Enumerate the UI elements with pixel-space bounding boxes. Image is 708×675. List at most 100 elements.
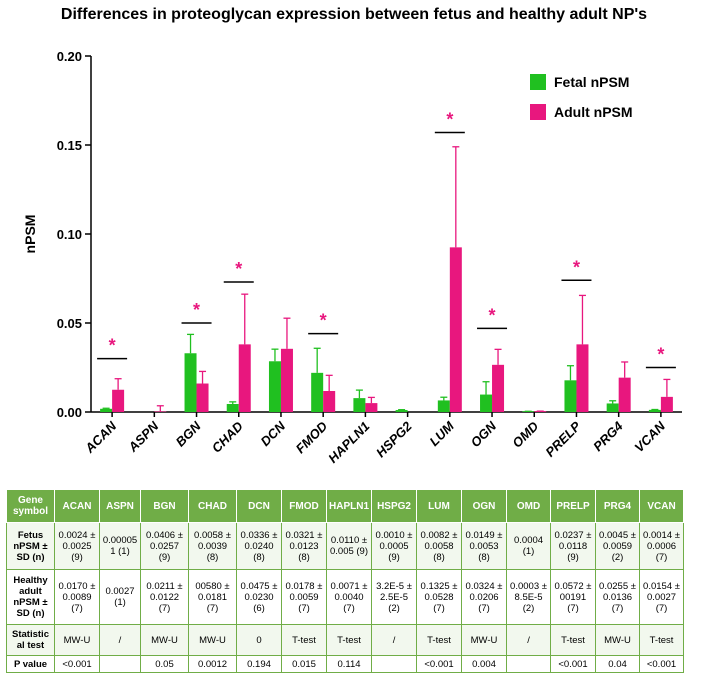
x-tick-label: BGN <box>173 418 204 449</box>
table-cell: 0.114 <box>325 655 373 673</box>
table-cell: / <box>371 624 418 656</box>
bar-adult <box>238 344 251 412</box>
table-cell: 0.194 <box>236 655 282 673</box>
chart-title: Differences in proteoglycan expression b… <box>60 6 648 23</box>
table-row-label: Healthy adult nPSM ± SD (n) <box>6 569 55 625</box>
table-cell: T-test <box>550 624 597 656</box>
bars <box>100 247 673 412</box>
y-tick-label: 0.20 <box>57 49 82 64</box>
significance-star: * <box>573 257 580 277</box>
bar-adult <box>660 396 673 412</box>
bar-fetal <box>311 372 324 412</box>
x-tick-label: ACAN <box>81 418 119 456</box>
table-cell: 0.0003 ± 8.5E-5 (2) <box>506 569 552 625</box>
table-row: P value <0.001 0.05 0.0012 0.194 0.015 0.114 <0… <box>6 655 685 673</box>
table-cell: 0.0406 ± 0.0257 (9) <box>140 522 189 570</box>
table-cell: MW-U <box>188 624 237 656</box>
table-cell: 0.0178 ± 0.0059 (7) <box>281 569 327 625</box>
y-ticks: 0.00 0.05 0.10 0.15 0.20 <box>57 49 91 420</box>
table-row: Statistic al test MW-U / MW-U MW-U 0 T-test T-t… <box>6 624 685 656</box>
bar-adult <box>492 364 505 412</box>
x-tick-label: HSPG2 <box>373 418 415 460</box>
legend-label: Fetal nPSM <box>554 74 629 90</box>
table-column-header: HSPG2 <box>371 489 418 523</box>
table-cell: 0.0012 <box>188 655 237 673</box>
table-cell: 0.0572 ± 00191 (7) <box>550 569 597 625</box>
x-tick-label: OGN <box>468 418 500 450</box>
table-cell <box>371 655 418 673</box>
table-cell: MW-U <box>140 624 189 656</box>
table-cell: 0.0336 ± 0.0240 (8) <box>236 522 282 570</box>
bar-fetal <box>184 353 197 412</box>
table-column-header: BGN <box>140 489 189 523</box>
table-cell: 0.0211 ± 0.0122 (7) <box>140 569 189 625</box>
x-tick-label: PRELP <box>542 418 583 459</box>
significance-star: * <box>320 311 327 331</box>
x-tick-label: ASPN <box>125 418 162 455</box>
bar-adult <box>449 247 462 412</box>
y-tick-label: 0.10 <box>57 227 82 242</box>
table-cell: 0.0058 ± 0.0039 (8) <box>188 522 237 570</box>
table-column-header: LUM <box>416 489 463 523</box>
table-cell: 0.0071 ± 0.0040 (7) <box>325 569 373 625</box>
table-cell: / <box>506 624 552 656</box>
bar-adult <box>576 344 589 412</box>
significance-markers: * * * * * * * * <box>97 110 676 369</box>
bar-fetal <box>268 361 281 412</box>
table-cell: 0.1325 ± 0.0528 (7) <box>416 569 463 625</box>
data-table: Gene symbol ACAN ASPN BGN CHAD DCN FMOD HAPLN1… <box>6 489 685 673</box>
table-cell <box>99 655 141 673</box>
table-header-gene-symbol: Gene symbol <box>6 489 55 523</box>
x-tick-label: VCAN <box>631 418 668 455</box>
bar-fetal <box>480 394 493 412</box>
x-tick-label: DCN <box>258 418 289 449</box>
bar-fetal <box>226 403 239 412</box>
bar-fetal <box>564 380 577 412</box>
table-row: Fetus nPSM ± SD (n) 0.0024 ± 0.0025 (9) 0.… <box>6 522 685 570</box>
table-cell: 0.0154 ± 0.0027 (7) <box>639 569 685 625</box>
bar-fetal <box>606 403 619 412</box>
table-cell: <0.001 <box>550 655 597 673</box>
table-cell: <0.001 <box>54 655 100 673</box>
table-column-header: OGN <box>461 489 508 523</box>
table-column-header: PRG4 <box>595 489 641 523</box>
bar-fetal <box>437 400 450 412</box>
table-column-header: HAPLN1 <box>325 489 373 523</box>
table-cell: 0.0110 ± 0.005 (9) <box>325 522 373 570</box>
significance-star: * <box>193 300 200 320</box>
y-tick-label: 0.00 <box>57 405 82 420</box>
table-cell: 0.05 <box>140 655 189 673</box>
legend-swatch <box>530 74 546 90</box>
table-column-header: ASPN <box>99 489 141 523</box>
table-column-header: VCAN <box>639 489 685 523</box>
table-row-label: Statistic al test <box>6 624 55 656</box>
table-cell: MW-U <box>54 624 100 656</box>
table-cell: 0.0170 ± 0.0089 (7) <box>54 569 100 625</box>
table-cell: 00580 ± 0.0181 (7) <box>188 569 237 625</box>
table-row-label: P value <box>6 655 55 673</box>
legend-swatch <box>530 104 546 120</box>
table-row-label: Fetus nPSM ± SD (n) <box>6 522 55 570</box>
x-tick-label: OMD <box>509 418 541 450</box>
bar-fetal <box>100 408 113 412</box>
y-tick-label: 0.15 <box>57 138 82 153</box>
table-cell: 0.0255 ± 0.0136 (7) <box>595 569 641 625</box>
table-cell: 0.0004 (1) <box>506 522 552 570</box>
y-axis-label: nPSM <box>22 215 38 254</box>
x-tick-label: HAPLN1 <box>325 419 372 466</box>
bar-chart: nPSM 0.00 0.05 0.10 0.15 0.20 ACAN ASPN BGN CHA… <box>22 49 682 466</box>
table-cell: 0.00005 1 (1) <box>99 522 141 570</box>
table-column-header: CHAD <box>188 489 237 523</box>
bar-adult <box>323 390 336 412</box>
x-tick-label: CHAD <box>209 418 247 456</box>
table-cell: 0.0024 ± 0.0025 (9) <box>54 522 100 570</box>
significance-star: * <box>235 259 242 279</box>
table-cell: 0.0475 ± 0.0230 (6) <box>236 569 282 625</box>
table-cell: 0.0149 ± 0.0053 (8) <box>461 522 508 570</box>
table-cell: <0.001 <box>639 655 685 673</box>
table-cell: 0.0082 ± 0.0058 (8) <box>416 522 463 570</box>
bar-adult <box>112 389 125 412</box>
table-cell: 0.0237 ± 0.0118 (9) <box>550 522 597 570</box>
table-header-row: Gene symbol ACAN ASPN BGN CHAD DCN FMOD HAPLN1… <box>6 489 685 523</box>
